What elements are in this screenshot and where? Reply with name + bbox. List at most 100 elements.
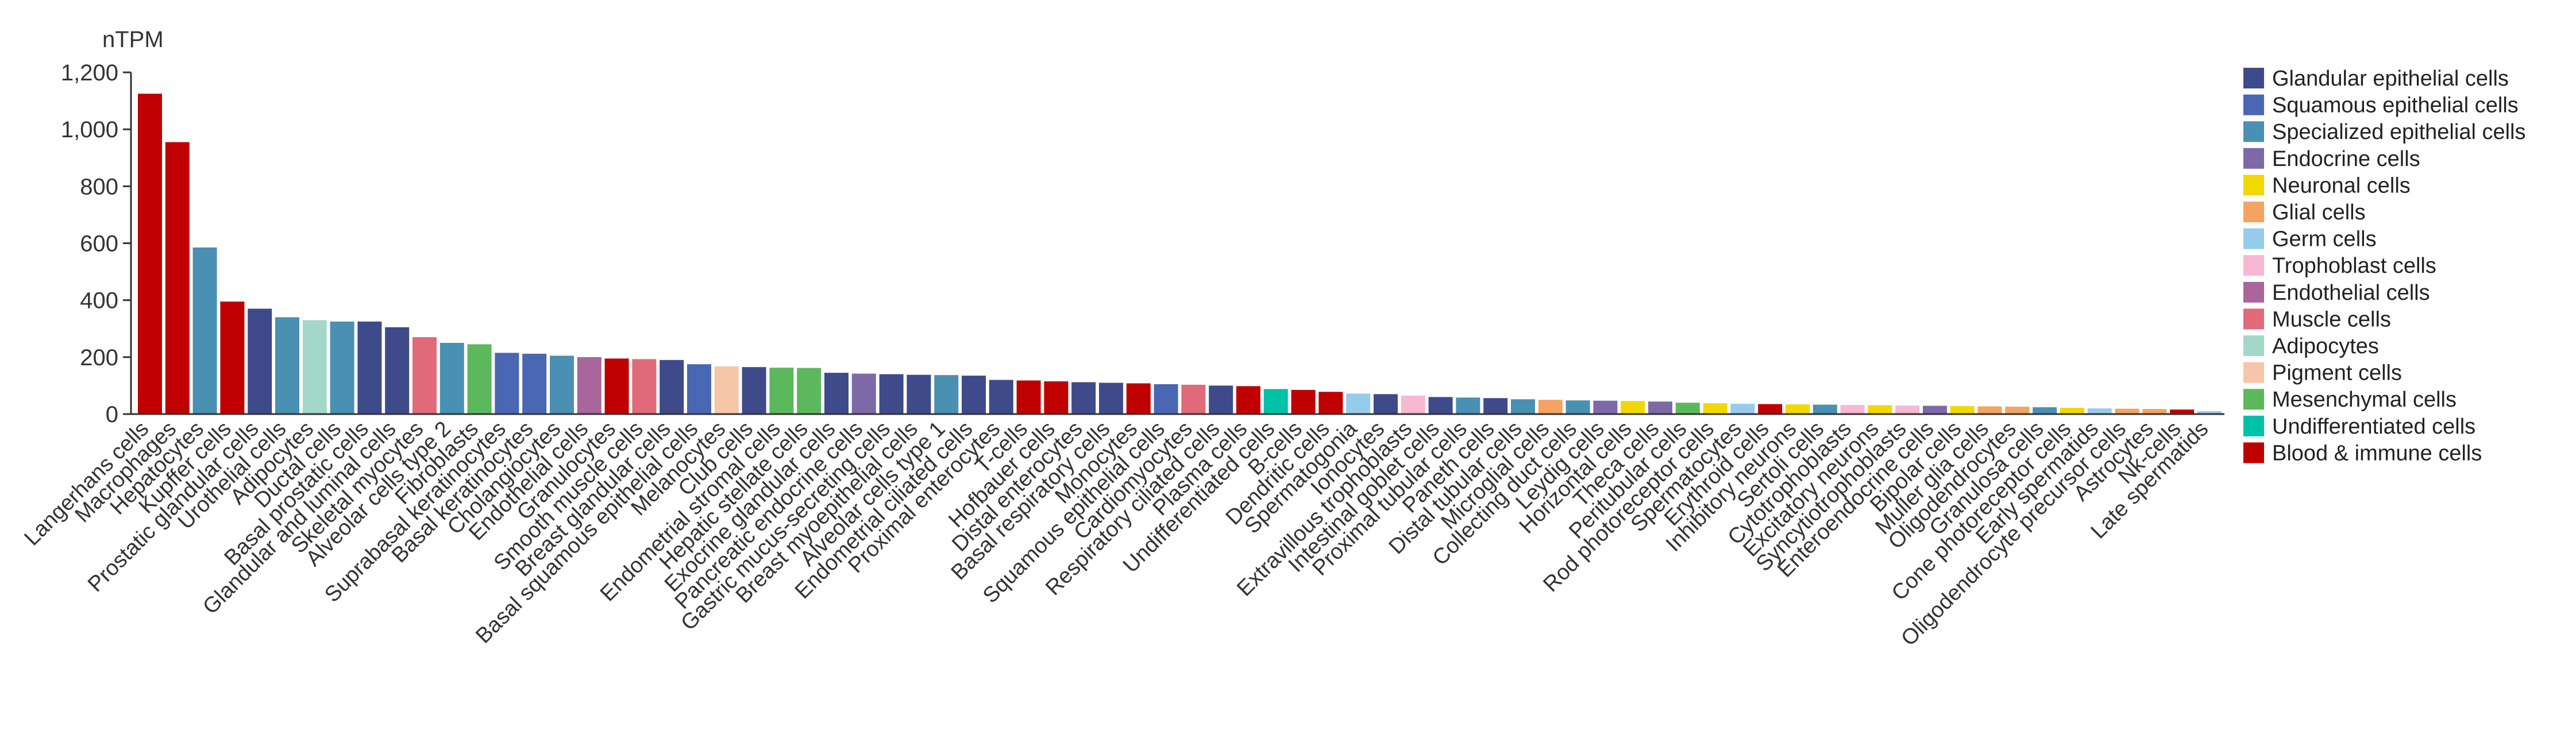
legend-label: Blood & immune cells: [2272, 441, 2482, 465]
bar[interactable]: [989, 380, 1013, 415]
bar[interactable]: [467, 344, 492, 415]
bar[interactable]: [2197, 411, 2222, 414]
bar[interactable]: [851, 373, 876, 414]
bar[interactable]: [907, 374, 931, 414]
bar[interactable]: [1318, 392, 1343, 414]
legend-swatch: [2243, 202, 2264, 222]
bar[interactable]: [632, 359, 657, 414]
bar[interactable]: [1483, 398, 1508, 414]
legend-swatch: [2243, 281, 2264, 303]
bar[interactable]: [2115, 408, 2139, 414]
bar[interactable]: [769, 368, 794, 414]
legend-swatch: [2243, 228, 2264, 249]
bar[interactable]: [1786, 404, 1810, 414]
bar[interactable]: [1730, 404, 1755, 414]
bar[interactable]: [1621, 401, 1645, 414]
bar[interactable]: [962, 376, 986, 414]
bar[interactable]: [302, 320, 327, 414]
bar[interactable]: [1511, 399, 1535, 414]
bar[interactable]: [2170, 409, 2195, 414]
bar[interactable]: [797, 368, 822, 414]
bar[interactable]: [1675, 403, 1700, 414]
bar[interactable]: [1758, 404, 1783, 414]
bar[interactable]: [1703, 403, 1727, 414]
bar[interactable]: [2005, 407, 2030, 414]
bar[interactable]: [275, 317, 299, 414]
bar[interactable]: [1016, 380, 1041, 415]
bar[interactable]: [138, 94, 162, 414]
legend-swatch: [2243, 94, 2264, 115]
bar[interactable]: [220, 302, 245, 414]
bar[interactable]: [1977, 406, 2002, 414]
bar[interactable]: [385, 327, 410, 414]
bar[interactable]: [824, 373, 849, 414]
bar[interactable]: [165, 142, 190, 415]
legend-label: Squamous epithelial cells: [2272, 94, 2519, 118]
bar[interactable]: [1840, 405, 1865, 414]
bar[interactable]: [1401, 395, 1425, 414]
bar[interactable]: [1868, 405, 1892, 414]
bar[interactable]: [495, 353, 519, 414]
bar[interactable]: [2060, 408, 2084, 414]
y-axis-unit-label: nTPM: [102, 27, 164, 52]
bar[interactable]: [687, 364, 711, 414]
bar[interactable]: [1181, 384, 1206, 414]
legend-swatch: [2243, 68, 2264, 88]
bar[interactable]: [522, 353, 547, 414]
bar[interactable]: [1538, 400, 1563, 414]
legend-label: Muscle cells: [2272, 307, 2391, 331]
bar[interactable]: [1346, 393, 1371, 414]
bar[interactable]: [1648, 401, 1672, 414]
bar[interactable]: [1565, 400, 1590, 414]
bar[interactable]: [1895, 405, 1920, 414]
y-tick-label: 1,000: [61, 117, 118, 142]
legend-label: Specialized epithelial cells: [2272, 120, 2525, 144]
bar[interactable]: [660, 360, 684, 414]
bar[interactable]: [1291, 389, 1316, 414]
bar[interactable]: [330, 321, 354, 414]
bar[interactable]: [248, 308, 272, 415]
legend-swatch: [2243, 415, 2264, 436]
bar[interactable]: [1071, 382, 1096, 415]
legend-swatch: [2243, 389, 2264, 410]
y-tick-label: 400: [80, 288, 118, 314]
bar[interactable]: [439, 343, 464, 414]
bar[interactable]: [742, 367, 766, 414]
bar[interactable]: [1126, 383, 1151, 415]
legend-label: Trophoblast cells: [2272, 254, 2436, 278]
y-tick-label: 0: [106, 402, 118, 427]
bar[interactable]: [192, 247, 217, 414]
legend-swatch: [2243, 442, 2264, 463]
bar[interactable]: [879, 374, 904, 414]
bar[interactable]: [577, 357, 601, 414]
bar[interactable]: [1950, 406, 1975, 414]
bar[interactable]: [1428, 397, 1453, 415]
bar[interactable]: [1456, 397, 1480, 414]
bar[interactable]: [550, 355, 574, 414]
bar[interactable]: [1374, 394, 1398, 414]
bar[interactable]: [1044, 381, 1069, 414]
bar[interactable]: [1923, 405, 1947, 414]
bar[interactable]: [2142, 409, 2167, 414]
bar[interactable]: [934, 375, 959, 414]
legend-swatch: [2243, 308, 2264, 330]
bar[interactable]: [1593, 400, 1618, 414]
bar[interactable]: [714, 366, 739, 414]
bar[interactable]: [2033, 407, 2057, 414]
y-axis: 0 200 400 600 800 1,000 1,200: [61, 60, 132, 427]
bar[interactable]: [1099, 382, 1123, 415]
legend-swatch: [2243, 148, 2264, 169]
bar[interactable]: [357, 321, 382, 414]
bar[interactable]: [2087, 408, 2112, 414]
bar[interactable]: [1209, 385, 1233, 414]
y-tick-label: 600: [80, 231, 118, 257]
bar[interactable]: [1154, 384, 1178, 414]
bar[interactable]: [604, 358, 629, 414]
y-tick-label: 1,200: [61, 60, 118, 86]
y-tick-label: 200: [80, 345, 118, 370]
legend-swatch: [2243, 175, 2264, 196]
bar[interactable]: [1263, 389, 1288, 414]
bar[interactable]: [1813, 404, 1837, 414]
bar[interactable]: [412, 337, 437, 414]
bar[interactable]: [1236, 386, 1260, 414]
